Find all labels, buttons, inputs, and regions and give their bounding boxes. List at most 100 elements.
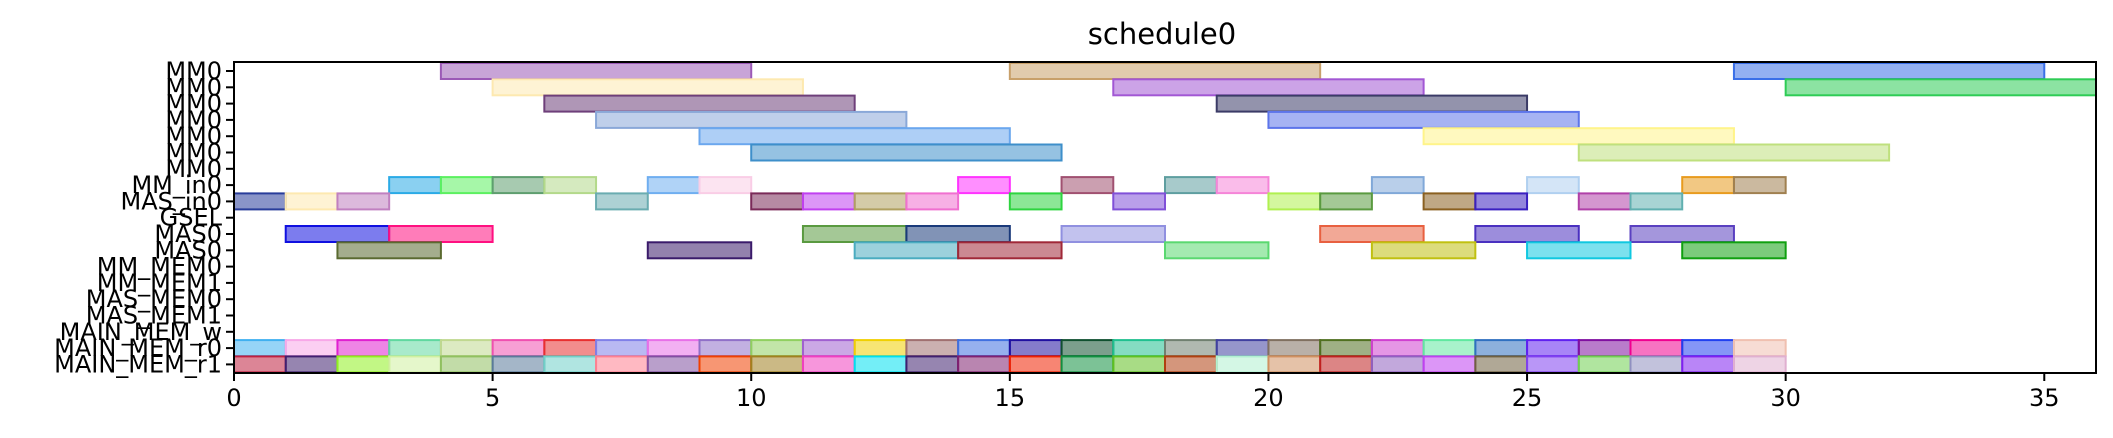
task-bar-73 <box>905 339 960 358</box>
task-bar-43 <box>1629 192 1684 211</box>
x-tick-label-2: 10 <box>736 384 767 412</box>
task-bar-79 <box>1215 339 1270 358</box>
task-bar-93 <box>388 355 442 374</box>
task-bar-28 <box>233 192 287 211</box>
task-bar-113 <box>1422 355 1477 374</box>
row-label-8: MAS_in0 <box>120 187 222 215</box>
task-bar-21 <box>1060 176 1115 195</box>
row-label-18: MAIN_MEM_r1 <box>54 350 222 378</box>
task-bar-80 <box>1267 339 1322 358</box>
task-bar-109 <box>1215 355 1270 374</box>
row-label-15: MAS_MEM1 <box>86 302 222 330</box>
task-bar-39 <box>1319 192 1373 211</box>
task-bar-106 <box>1060 355 1115 374</box>
task-bar-68 <box>646 339 701 358</box>
task-bar-92 <box>336 355 391 374</box>
task-bar-105 <box>1008 355 1063 374</box>
task-bar-77 <box>1112 339 1167 358</box>
task-bar-16 <box>491 176 546 195</box>
task-bar-58 <box>1526 241 1632 260</box>
task-bar-65 <box>491 339 546 358</box>
task-bar-90 <box>233 355 287 374</box>
task-bar-84 <box>1474 339 1529 358</box>
task-bar-18 <box>646 176 701 195</box>
task-bar-59 <box>1681 241 1787 260</box>
task-bar-81 <box>1319 339 1373 358</box>
row-label-0: MM0 <box>165 57 222 85</box>
task-bar-57 <box>1370 241 1477 260</box>
task-bar-6 <box>543 94 856 113</box>
row-label-9: GSEL <box>160 204 223 232</box>
row-label-1: MM0 <box>165 73 222 101</box>
task-bar-118 <box>1681 355 1735 374</box>
task-bar-8 <box>595 110 908 129</box>
task-bar-45 <box>388 225 494 243</box>
task-bar-61 <box>284 339 339 358</box>
task-bar-35 <box>905 192 960 211</box>
x-tick-label-7: 35 <box>2029 384 2060 412</box>
task-bar-20 <box>957 176 1011 195</box>
task-bar-71 <box>801 339 856 358</box>
task-bar-101 <box>801 355 856 374</box>
task-bar-82 <box>1370 339 1425 358</box>
row-label-16: MAIN_MEM_w <box>60 318 222 346</box>
task-bar-7 <box>1215 94 1529 113</box>
task-bar-37 <box>1112 192 1167 211</box>
task-bar-112 <box>1370 355 1425 374</box>
task-bar-53 <box>646 241 753 260</box>
task-bar-110 <box>1267 355 1322 374</box>
task-bar-15 <box>439 176 494 195</box>
task-bar-88 <box>1681 339 1735 358</box>
task-bar-13 <box>1577 143 1891 162</box>
task-bar-104 <box>957 355 1011 374</box>
bars-layer <box>233 62 2097 374</box>
task-bar-46 <box>801 225 908 243</box>
task-bar-111 <box>1319 355 1373 374</box>
task-bar-56 <box>1164 241 1270 260</box>
task-bar-102 <box>853 355 908 374</box>
task-bar-30 <box>336 192 391 211</box>
task-bar-74 <box>957 339 1011 358</box>
task-bar-66 <box>543 339 598 358</box>
task-bar-114 <box>1474 355 1529 374</box>
task-bar-95 <box>491 355 546 374</box>
task-bar-54 <box>853 241 960 260</box>
task-bar-76 <box>1060 339 1115 358</box>
task-bar-24 <box>1370 176 1425 195</box>
task-bar-50 <box>1474 225 1580 243</box>
x-tick-label-3: 15 <box>995 384 1026 412</box>
row-label-11: MAS0 <box>154 236 222 264</box>
task-bar-83 <box>1422 339 1477 358</box>
task-bar-75 <box>1008 339 1063 358</box>
task-bar-3 <box>491 78 804 97</box>
task-bar-40 <box>1422 192 1477 211</box>
task-bar-70 <box>750 339 804 358</box>
row-label-13: MM_MEM1 <box>97 269 222 297</box>
task-bar-26 <box>1681 176 1735 195</box>
row-label-7: MM_in0 <box>131 171 222 199</box>
row-label-5: MM0 <box>165 139 222 167</box>
task-bar-72 <box>853 339 908 358</box>
row-label-10: MAS0 <box>154 220 222 248</box>
row-label-4: MM0 <box>165 122 222 150</box>
y-axis: MM0MM0MM0MM0MM0MM0MM0MM_in0MAS_in0GSELMA… <box>54 57 234 378</box>
task-bar-99 <box>698 355 753 374</box>
row-label-6: MM0 <box>165 155 222 183</box>
task-bar-78 <box>1164 339 1218 358</box>
task-bar-48 <box>1060 225 1166 243</box>
task-bar-22 <box>1164 176 1218 195</box>
task-bar-87 <box>1629 339 1684 358</box>
plot-area-frame <box>233 61 2097 374</box>
task-bar-5 <box>1784 78 2097 97</box>
task-bar-62 <box>336 339 391 358</box>
row-label-3: MM0 <box>165 106 222 134</box>
task-bar-60 <box>233 339 287 358</box>
task-bar-98 <box>646 355 701 374</box>
task-bar-52 <box>336 241 442 260</box>
task-bar-89 <box>1732 339 1787 358</box>
task-bar-63 <box>388 339 442 358</box>
task-bar-44 <box>284 225 391 243</box>
task-bar-100 <box>750 355 804 374</box>
task-bar-55 <box>957 241 1063 260</box>
task-bar-36 <box>1008 192 1063 211</box>
